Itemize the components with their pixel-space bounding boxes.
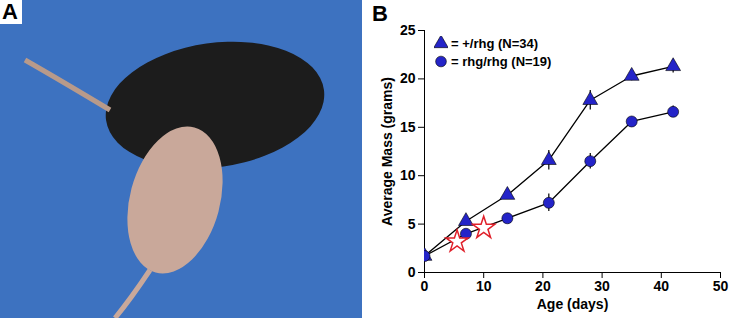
svg-text:Age (days): Age (days) [537,296,609,312]
svg-text:25: 25 [400,22,416,38]
html-text:B: B [372,1,388,26]
svg-text:20: 20 [400,70,416,86]
svg-text:15: 15 [400,119,416,135]
svg-text:10: 10 [400,167,416,183]
svg-text:10: 10 [476,278,492,294]
svg-text:40: 40 [654,278,670,294]
svg-text:5: 5 [408,216,416,232]
svg-text:0: 0 [408,264,416,280]
html-text:= +/rhg (N=34): = +/rhg (N=34) [451,35,539,51]
svg-text:20: 20 [535,278,551,294]
svg-text:Average Mass (grams): Average Mass (grams) [379,77,395,226]
html-text:= rhg/rhg (N=19): = rhg/rhg (N=19) [451,53,552,69]
svg-text:0: 0 [421,278,429,294]
svg-text:50: 50 [713,278,729,294]
html-text:A: A [2,0,18,24]
svg-text:30: 30 [594,278,610,294]
